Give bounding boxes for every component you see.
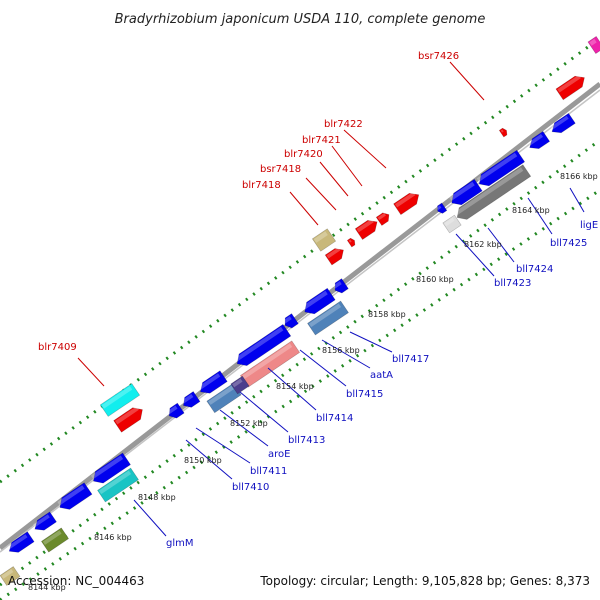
kbp-tick-3: 8148 kbp — [138, 493, 176, 502]
gene-arrow-28 — [181, 391, 201, 408]
leader-top-6 — [289, 191, 319, 226]
gene-arrow-1 — [587, 35, 600, 55]
label-bottom-bll7410: bll7410 — [232, 482, 269, 493]
gene-arrow-18 — [442, 214, 462, 234]
topology-text: Topology: circular; Length: 9,105,828 bp… — [260, 574, 590, 588]
gene-arrow-20 — [302, 287, 336, 315]
gene-arrow-25 — [206, 382, 242, 414]
kbp-tick-10: 8162 kbp — [464, 240, 502, 249]
accession-text: Accession: NC_004463 — [8, 574, 145, 588]
leader-bottom-8 — [267, 367, 317, 411]
gene-arrow-32 — [57, 482, 93, 510]
label-bottom-bll7411: bll7411 — [250, 466, 287, 477]
dot-track-3 — [0, 188, 600, 600]
gene-arrow-31 — [97, 467, 139, 503]
gene-arrow-33 — [32, 511, 57, 531]
kbp-tick-7: 8156 kbp — [322, 346, 360, 355]
label-bottom-bll7425: bll7425 — [550, 238, 587, 249]
dot-track-1 — [0, 36, 600, 484]
gene-arrow-2 — [555, 74, 585, 101]
label-bottom-bll7424: bll7424 — [516, 264, 553, 275]
gene-arrow-3 — [498, 127, 508, 138]
label-top-blr7418: blr7418 — [242, 180, 281, 191]
kbp-tick-2: 8146 kbp — [94, 533, 132, 542]
gene-arrow-16 — [436, 202, 448, 214]
gene-arrow-4 — [354, 218, 378, 240]
kbp-tick-8: 8158 kbp — [368, 310, 406, 319]
kbp-tick-1: 8144 kbp — [28, 583, 66, 592]
gene-arrow-15 — [449, 178, 483, 206]
gene-arrow-9 — [311, 228, 337, 252]
leader-bottom-2 — [527, 197, 553, 235]
gene-arrow-5 — [346, 237, 356, 248]
leader-bottom-9 — [239, 391, 289, 433]
gene-arrow-11 — [113, 406, 143, 433]
gene-arrow-22 — [234, 324, 292, 366]
label-bottom-bll7413: bll7413 — [288, 435, 325, 446]
gene-arrow-8 — [324, 247, 344, 266]
leader-bottom-3 — [487, 227, 515, 263]
dot-track-2 — [0, 138, 600, 587]
gene-arrow-23 — [307, 300, 349, 336]
kbp-tick-labels: 8144 kbp 8146 kbp 8148 kbp 8150 kbp 8152 kbp… — [28, 172, 598, 592]
gene-arrow-26 — [230, 375, 250, 395]
label-bottom-ligE: ligE — [580, 220, 598, 231]
gene-arrow-19 — [333, 278, 349, 294]
leader-bottom-7 — [299, 349, 347, 387]
kbp-tick-6: 8154 kbp — [276, 382, 314, 391]
gene-arrow-34 — [7, 531, 35, 553]
gene-arrow-27 — [198, 370, 228, 394]
leader-top-3 — [331, 145, 363, 187]
leader-bottom-4 — [455, 233, 495, 277]
gene-arrow-21 — [283, 313, 299, 329]
label-bottom-bll7423: bll7423 — [494, 278, 531, 289]
gene-arrow-12 — [550, 112, 576, 134]
gene-arrow-30 — [90, 452, 131, 484]
kbp-tick-9: 8160 kbp — [416, 275, 454, 284]
label-bottom-bll7414: bll7414 — [316, 413, 353, 424]
gene-arrow-13 — [527, 131, 551, 149]
leader-top-7 — [77, 357, 105, 387]
kbp-tick-11: 8164 kbp — [512, 206, 550, 215]
leader-bottom-1 — [569, 187, 585, 213]
leader-top-1 — [449, 61, 485, 101]
map-title: Bradyrhizobium japonicum USDA 110, compl… — [115, 12, 486, 27]
gene-arrow-35 — [41, 527, 69, 553]
gene-arrow-36 — [0, 566, 21, 586]
leader-bottom-11 — [195, 427, 251, 464]
label-top-blr7420: blr7420 — [284, 149, 323, 160]
gene-features — [0, 35, 600, 586]
label-bottom-bll7417: bll7417 — [392, 354, 429, 365]
label-top-blr7422: blr7422 — [324, 119, 363, 130]
dot-tracks — [0, 36, 600, 600]
gene-arrow-29 — [167, 402, 185, 419]
gene-labels: bsr7426 blr7422 blr7421 blr7420 bsr7418 blr74… — [38, 51, 598, 549]
label-bottom-aroE: aroE — [268, 449, 290, 460]
leader-bottom-6 — [321, 339, 371, 369]
leader-bottom-12 — [185, 439, 233, 480]
gene-arrow-14 — [476, 149, 526, 187]
gene-arrow-17 — [454, 164, 532, 220]
label-top-blr7409: blr7409 — [38, 342, 77, 353]
label-leader-lines — [77, 61, 585, 537]
label-top-bsr7426: bsr7426 — [418, 51, 459, 62]
label-top-blr7421: blr7421 — [302, 135, 341, 146]
kbp-tick-5: 8152 kbp — [230, 419, 268, 428]
leader-top-5 — [305, 177, 337, 211]
label-bottom-bll7415: bll7415 — [346, 389, 383, 400]
leader-top-2 — [343, 129, 387, 169]
leader-bottom-5 — [349, 331, 393, 353]
kbp-tick-12: 8166 kbp — [560, 172, 598, 181]
leader-bottom-10 — [219, 409, 269, 447]
label-top-bsr7418: bsr7418 — [260, 164, 301, 175]
gene-arrow-6 — [375, 212, 390, 226]
leader-top-4 — [319, 161, 349, 197]
gene-arrow-10 — [99, 383, 141, 417]
kbp-tick-4: 8150 kbp — [184, 456, 222, 465]
gene-arrow-7 — [393, 191, 420, 216]
label-bottom-glmM: glmM — [166, 538, 194, 549]
leader-bottom-13 — [133, 499, 167, 537]
label-bottom-aatA: aatA — [370, 370, 393, 381]
